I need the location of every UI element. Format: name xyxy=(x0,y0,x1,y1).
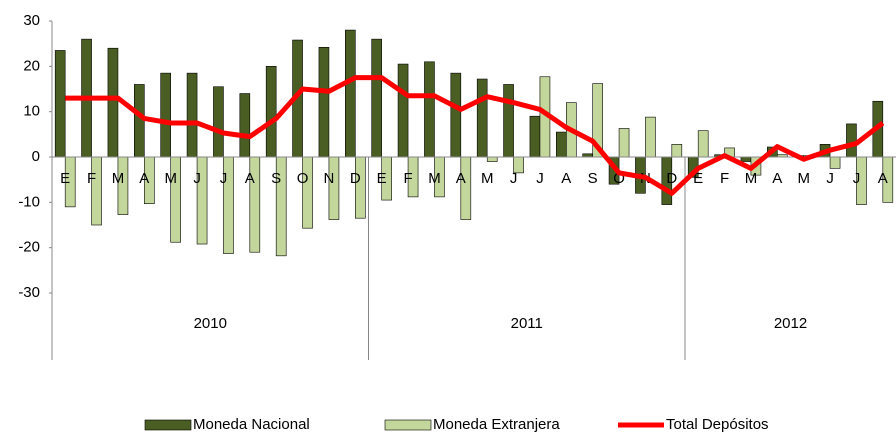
y-tick-label: -10 xyxy=(18,193,40,210)
bar xyxy=(697,130,709,158)
bar xyxy=(328,156,340,220)
line xyxy=(65,75,885,196)
bar xyxy=(740,156,752,162)
x-tick-label: D xyxy=(350,170,361,187)
y-tick-label: 30 xyxy=(23,12,40,29)
bar xyxy=(160,72,171,158)
bar xyxy=(345,29,356,158)
bar xyxy=(302,156,313,229)
bar xyxy=(91,156,102,226)
x-tick-label: A xyxy=(139,170,149,187)
x-tick-label: M xyxy=(745,170,758,187)
y-tick-label: 0 xyxy=(32,148,40,165)
x-tick-label: S xyxy=(588,170,598,187)
x-tick-label: M xyxy=(112,170,125,187)
legend-label: Moneda Extranjera xyxy=(433,416,560,433)
legend-swatch xyxy=(144,419,192,431)
legend-label: Total Depósitos xyxy=(666,416,769,433)
x-tick-label: J xyxy=(536,170,544,187)
x-tick-label: M xyxy=(428,170,441,187)
y-tick-label: -20 xyxy=(18,239,40,256)
bar xyxy=(671,144,683,158)
x-tick-label: J xyxy=(220,170,228,187)
x-tick-label: O xyxy=(613,170,625,187)
bar xyxy=(239,93,251,158)
bar xyxy=(134,84,145,158)
x-tick-label: D xyxy=(666,170,677,187)
x-tick-label: A xyxy=(561,170,571,187)
bar xyxy=(460,156,472,220)
x-group-label: 2012 xyxy=(774,315,807,332)
x-tick-label: A xyxy=(245,170,255,187)
x-tick-label: A xyxy=(456,170,466,187)
y-tick-label: 10 xyxy=(23,103,40,120)
bar xyxy=(476,78,488,158)
legend-swatch xyxy=(384,419,432,431)
x-group-label: 2010 xyxy=(194,315,227,332)
x-tick-label: E xyxy=(693,170,703,187)
x-tick-label: F xyxy=(403,170,412,187)
bar xyxy=(829,156,841,169)
x-tick-label: M xyxy=(481,170,494,187)
x-tick-label: F xyxy=(87,170,96,187)
x-tick-label: S xyxy=(271,170,281,187)
x-tick-label: J xyxy=(193,170,201,187)
bar xyxy=(503,84,514,158)
x-group-label: 2011 xyxy=(511,315,543,332)
bar xyxy=(318,46,330,158)
bar xyxy=(424,61,435,158)
x-tick-label: E xyxy=(60,170,70,187)
x-tick-label: M xyxy=(797,170,810,187)
bar xyxy=(355,156,366,219)
bar xyxy=(371,38,382,158)
bar xyxy=(645,116,656,158)
bar xyxy=(450,72,462,158)
bar xyxy=(556,131,567,158)
x-tick-label: J xyxy=(510,170,518,187)
bar xyxy=(397,63,409,158)
y-tick-label: 20 xyxy=(23,57,40,74)
y-tick-label: -30 xyxy=(18,284,40,301)
x-tick-label: J xyxy=(826,170,834,187)
bar xyxy=(529,115,541,158)
x-tick-label: A xyxy=(772,170,782,187)
bar xyxy=(186,72,198,158)
bar xyxy=(213,86,224,158)
x-tick-label: E xyxy=(377,170,387,187)
bar xyxy=(486,156,498,162)
bar xyxy=(846,123,857,158)
legend-label: Moneda Nacional xyxy=(193,416,310,433)
x-tick-label: M xyxy=(164,170,177,187)
bar xyxy=(265,66,277,158)
x-tick-label: O xyxy=(297,170,309,187)
x-tick-label: A xyxy=(878,170,888,187)
x-tick-label: J xyxy=(853,170,861,187)
x-tick-label: F xyxy=(720,170,729,187)
bar xyxy=(618,128,630,158)
bar xyxy=(54,50,66,158)
bar xyxy=(107,47,119,158)
x-tick-label: N xyxy=(324,170,335,187)
